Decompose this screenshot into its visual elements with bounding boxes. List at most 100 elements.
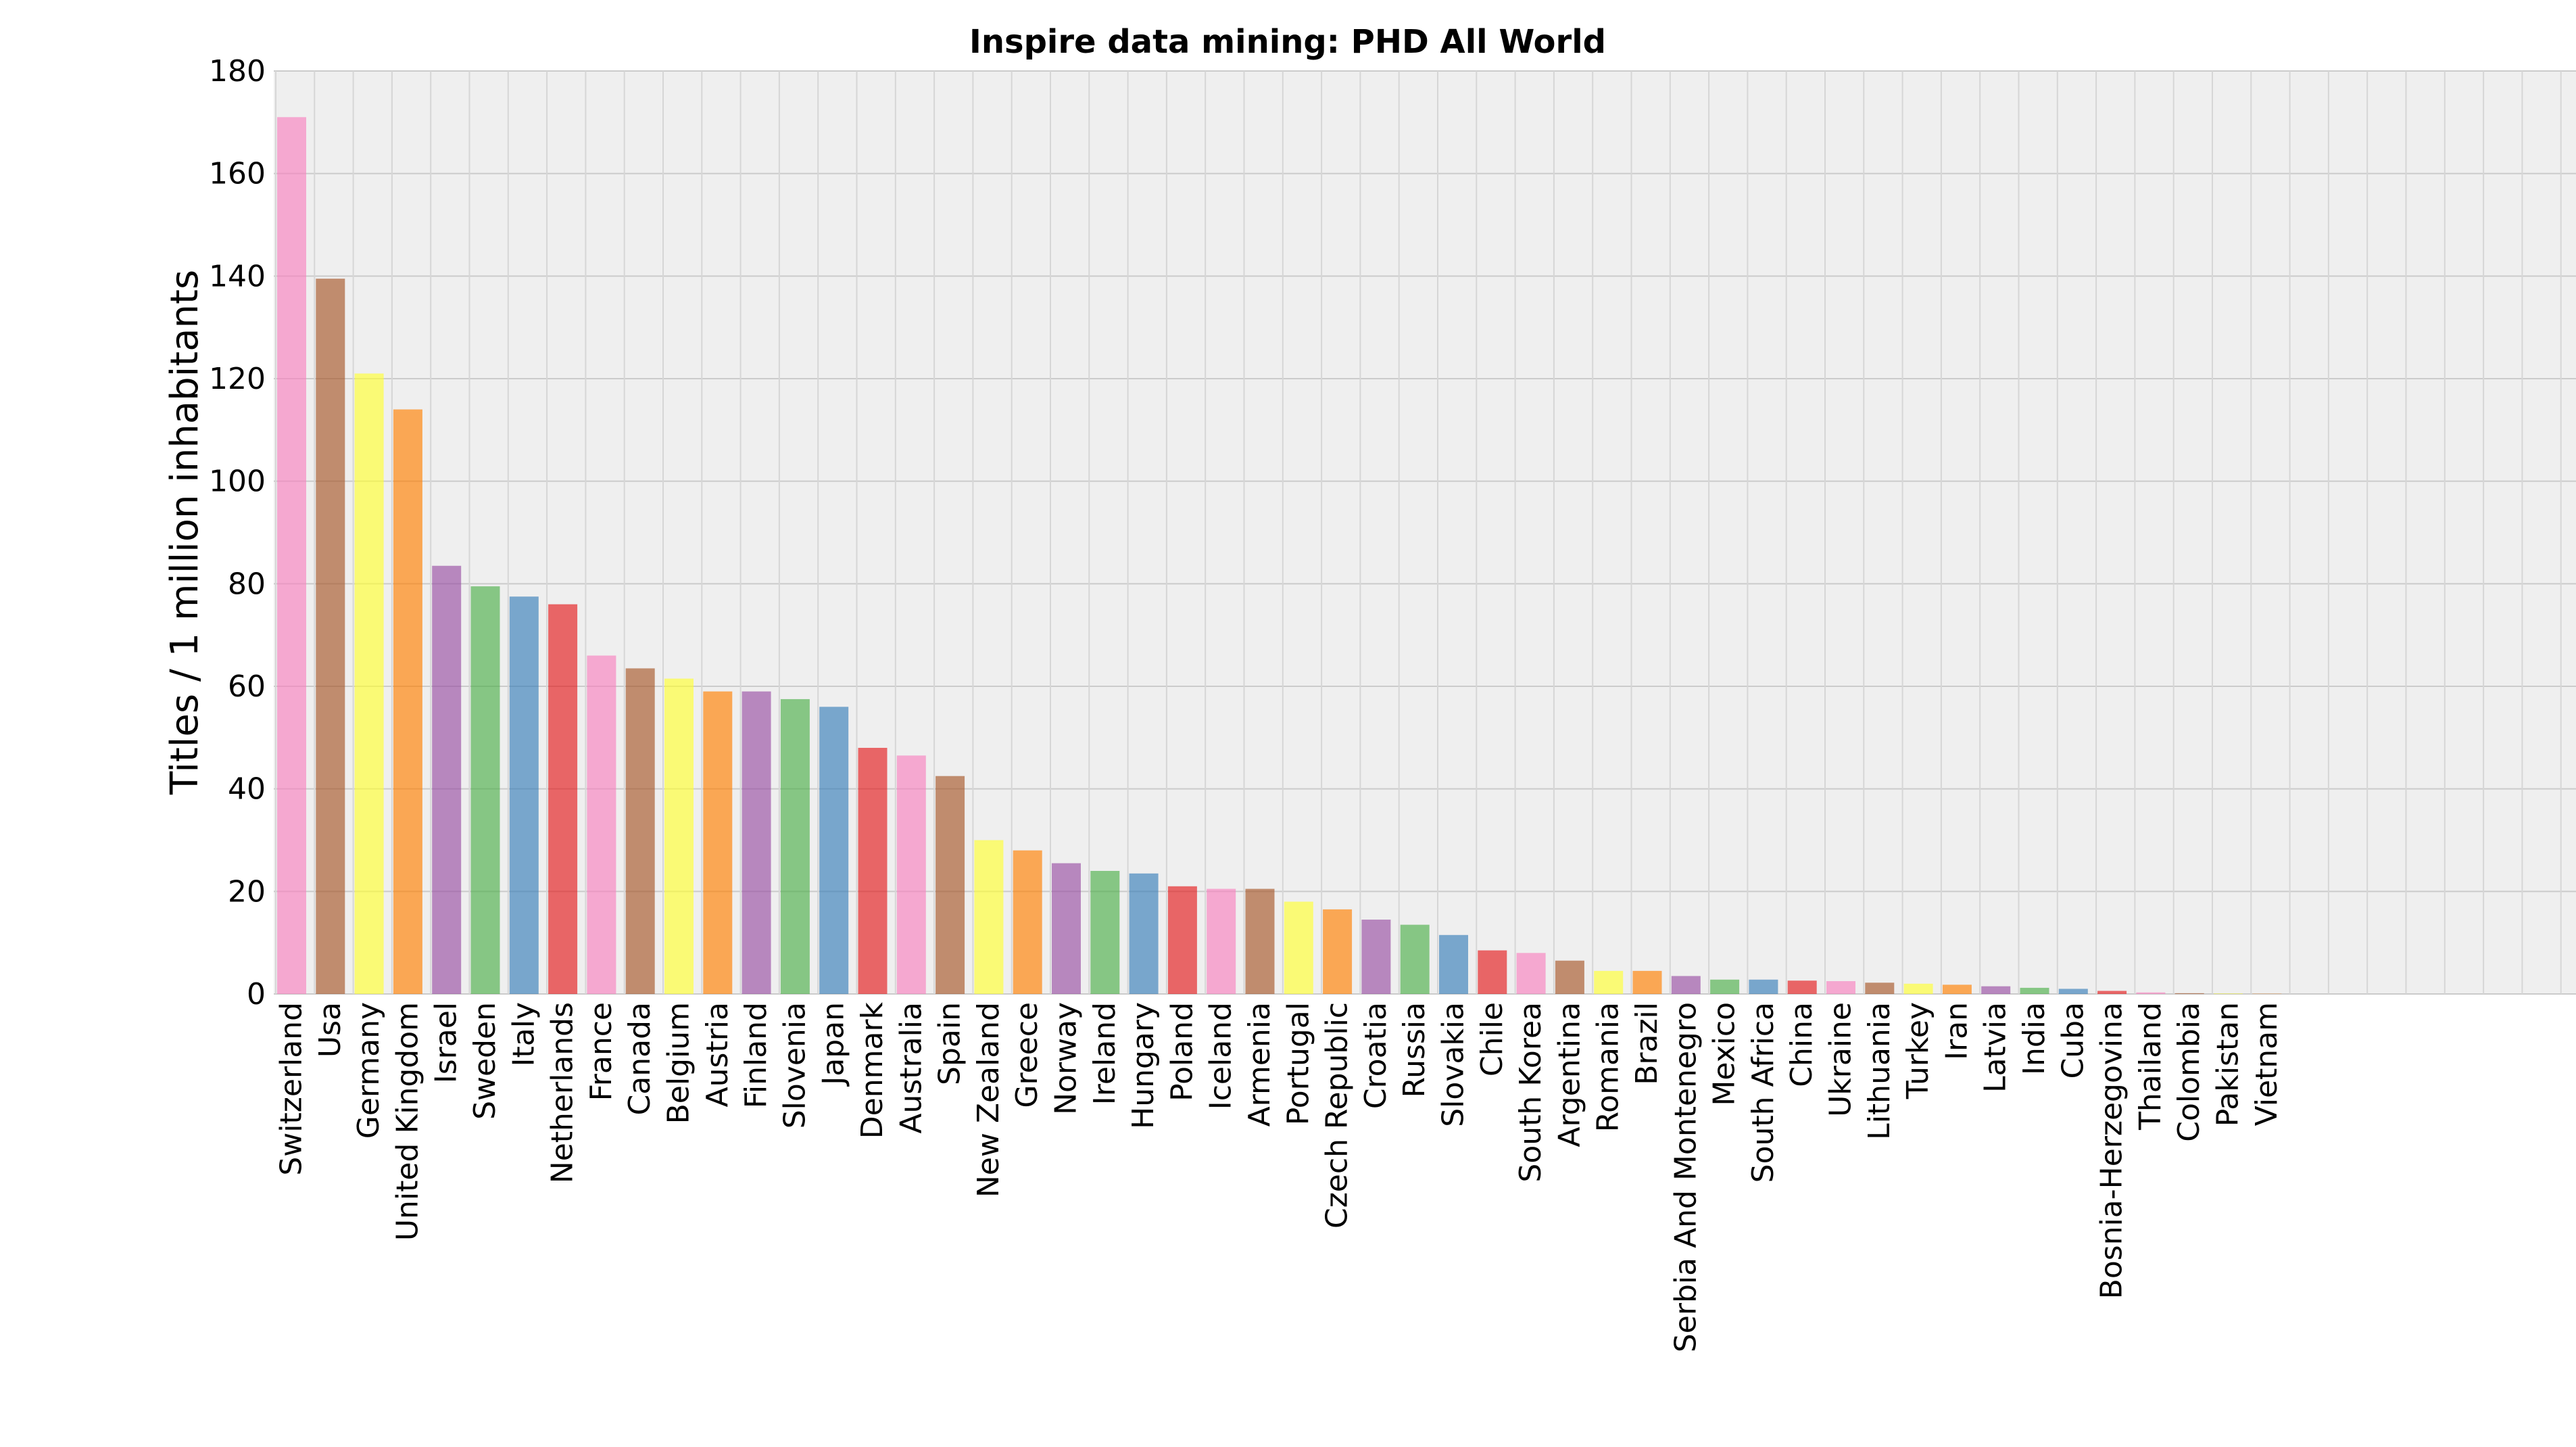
bar <box>1555 960 1584 994</box>
bar <box>1207 888 1236 994</box>
y-tick-label: 0 <box>247 977 266 1012</box>
x-tick-label: Italy <box>506 1002 541 1066</box>
x-tick-label: South Africa <box>1746 1002 1780 1183</box>
x-tick-label: Bosnia-Herzegovina <box>2095 1002 2129 1299</box>
x-tick-label: Usa <box>313 1002 347 1058</box>
y-tick-label: 60 <box>228 669 266 704</box>
x-tick-label: Colombia <box>2172 1002 2206 1142</box>
x-tick-label: Armenia <box>1242 1002 1277 1126</box>
bar <box>1942 985 1972 994</box>
bar <box>1478 950 1507 994</box>
x-axis-ticks: Switzerland Usa Germany United Kingdom Israe… <box>274 1001 2284 1352</box>
bar <box>742 691 771 994</box>
bar <box>1013 850 1042 994</box>
bar <box>2174 993 2204 994</box>
x-tick-label: Germany <box>351 1002 386 1139</box>
bar <box>509 596 539 994</box>
bar <box>1129 873 1159 994</box>
bar <box>277 117 306 994</box>
x-tick-label: Netherlands <box>545 1002 580 1183</box>
bar <box>2020 987 2049 994</box>
bar <box>858 748 888 994</box>
bar <box>2214 993 2243 994</box>
bar <box>1361 920 1391 994</box>
bar <box>1516 953 1546 994</box>
bar <box>470 586 500 994</box>
x-tick-label: Ukraine <box>1824 1002 1858 1117</box>
x-tick-label: Israel <box>429 1002 464 1083</box>
bar <box>2097 991 2127 994</box>
chart-title: Inspire data mining: PHD All World <box>969 23 1606 61</box>
x-tick-label: Finland <box>739 1002 773 1108</box>
bar <box>1090 871 1120 994</box>
bar <box>1903 983 1933 994</box>
x-tick-label: India <box>2017 1002 2051 1075</box>
x-tick-label: Chile <box>1475 1002 1509 1076</box>
bar <box>1826 981 1855 994</box>
bar <box>1245 888 1275 994</box>
x-tick-label: France <box>584 1002 618 1101</box>
x-tick-label: Denmark <box>855 1001 890 1139</box>
y-axis-label: Titles / 1 million inhabitants <box>163 270 207 795</box>
y-tick-label: 100 <box>209 465 266 499</box>
x-tick-label: Switzerland <box>274 1002 309 1176</box>
bar <box>1671 976 1701 994</box>
bar <box>1594 970 1624 994</box>
x-tick-label: Turkey <box>1901 1002 1935 1099</box>
y-tick-label: 160 <box>209 157 266 191</box>
x-tick-label: Belgium <box>662 1002 696 1124</box>
bar <box>316 279 345 994</box>
x-tick-label: Canada <box>623 1002 657 1115</box>
x-tick-label: South Korea <box>1513 1002 1548 1183</box>
y-axis-ticks: 0 20 40 60 80 100 120 140 160 180 <box>209 54 266 1012</box>
x-tick-label: Czech Republic <box>1320 1002 1355 1229</box>
bar <box>974 840 1004 994</box>
x-tick-label: Latvia <box>1978 1002 2013 1093</box>
bar <box>432 565 462 994</box>
x-tick-label: Slovenia <box>777 1002 812 1129</box>
x-tick-label: Hungary <box>1126 1002 1161 1129</box>
bar <box>1865 982 1895 994</box>
bar <box>1632 970 1662 994</box>
x-tick-label: Austria <box>700 1002 735 1107</box>
bar <box>935 776 965 994</box>
bar <box>1439 934 1468 994</box>
x-tick-label: Norway <box>1049 1002 1084 1115</box>
x-tick-label: Serbia And Montenegro <box>1668 1002 1703 1352</box>
x-tick-label: Poland <box>1165 1002 1199 1101</box>
bar <box>1400 924 1430 994</box>
x-tick-label: Croatia <box>1359 1002 1393 1109</box>
x-tick-label: Slovakia <box>1436 1002 1471 1127</box>
y-tick-label: 180 <box>209 54 266 89</box>
x-tick-label: Lithuania <box>1862 1002 1897 1140</box>
x-tick-label: Argentina <box>1552 1002 1586 1147</box>
x-tick-label: Russia <box>1397 1002 1432 1098</box>
bar <box>625 668 655 994</box>
bar <box>1710 979 1740 994</box>
bar <box>1167 886 1197 994</box>
bar <box>819 707 849 994</box>
bar <box>780 698 810 994</box>
y-tick-label: 140 <box>209 259 266 293</box>
x-tick-label: Portugal <box>1281 1002 1315 1125</box>
x-tick-label: Japan <box>817 1002 851 1087</box>
bar <box>1052 863 1081 994</box>
x-tick-label: Ireland <box>1088 1002 1122 1105</box>
bar <box>393 409 422 994</box>
bar <box>2058 989 2088 994</box>
y-tick-label: 120 <box>209 362 266 396</box>
x-tick-label: New Zealand <box>971 1002 1006 1197</box>
bar <box>1749 979 1778 994</box>
bar <box>1981 986 2011 994</box>
x-tick-label: Thailand <box>2133 1002 2168 1131</box>
plot-area <box>274 71 2576 994</box>
x-tick-label: Mexico <box>1707 1002 1742 1106</box>
bar <box>896 755 926 994</box>
x-tick-label: Greece <box>1010 1002 1044 1108</box>
x-tick-label: Sweden <box>468 1002 502 1120</box>
x-tick-label: Pakistan <box>2211 1002 2245 1126</box>
bar <box>587 655 616 994</box>
x-tick-label: Brazil <box>1630 1002 1664 1085</box>
x-tick-label: Iceland <box>1204 1002 1238 1110</box>
x-tick-label: Romania <box>1591 1002 1626 1132</box>
